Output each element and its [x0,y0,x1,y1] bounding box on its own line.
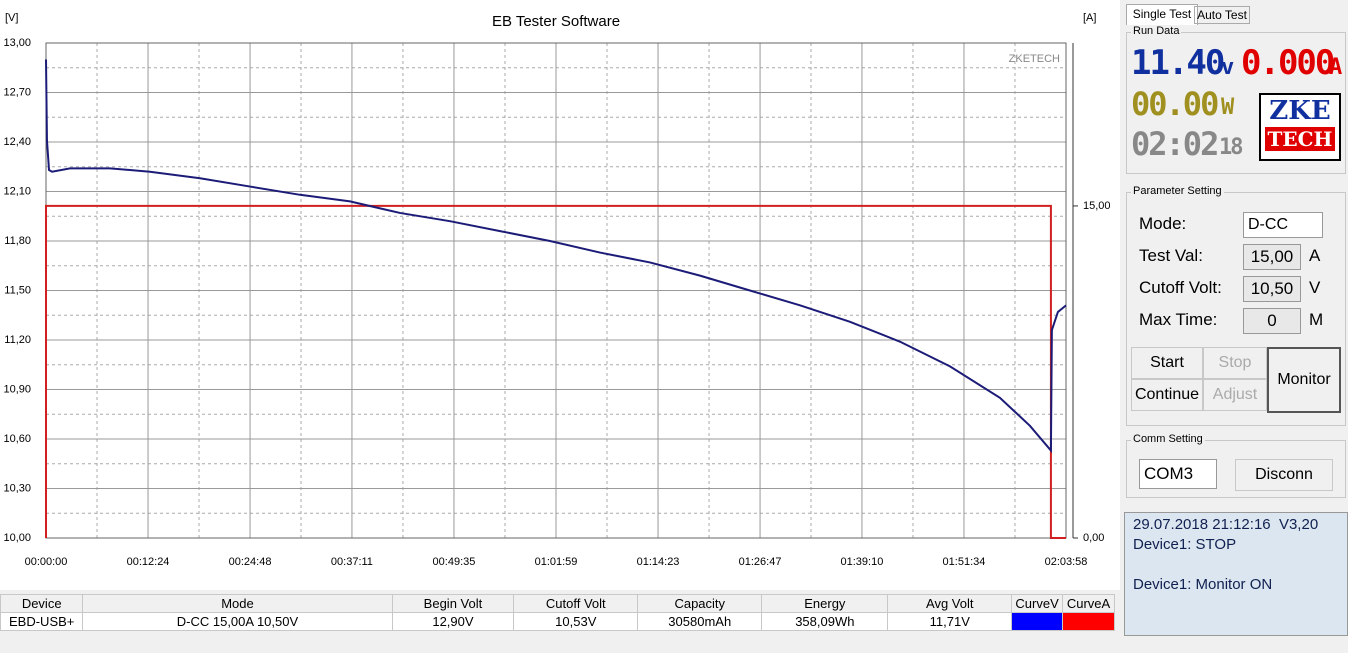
cell: 30580mAh [637,612,763,631]
y-tick-label: 12,70 [3,86,31,98]
annotation: ZKETECH [1009,53,1060,65]
unit: M [1309,310,1324,329]
y-tick-label: 12,10 [3,185,31,197]
x-tick-label: 01:14:23 [637,556,680,568]
cell: 11,71V [887,612,1013,631]
log-line [1133,556,1347,576]
curve-color [1062,612,1115,631]
power-display: 00.00 [1131,85,1219,123]
cell: 12,90V [391,612,515,631]
log-line: Device1: STOP [1133,536,1237,553]
cell: EBD-USB+ [0,612,84,631]
y-tick-label: 11,80 [4,235,31,247]
y-tick-label: 10,90 [3,383,31,395]
tab[interactable]: Single Test [1126,4,1198,25]
x-tick-label: 01:01:59 [535,556,578,568]
comm-group: Comm Setting COM3 Disconn [1126,433,1346,498]
label: Cutoff Volt: [1139,278,1222,297]
port-select[interactable]: COM3 [1139,459,1217,489]
series-line [45,204,1066,539]
column-header: Avg Volt [887,594,1013,613]
y-tick-label: 10,30 [3,482,31,494]
monitor-button[interactable]: Monitor [1267,347,1341,413]
table-header: Device Mode Begin Volt Cutoff Volt Capacity E… [0,594,1115,613]
cell: 358,09Wh [761,612,889,631]
logo: ZKE TECH [1259,93,1341,161]
cell: 10,53V [513,612,639,631]
run-data-group: Run Data 11.40 v 0.000 A 00.00 W 02:02 1… [1126,25,1346,174]
x-tick-label: 00:24:48 [229,556,272,568]
log: 29.07.2018 21:12:16 V3,20 Device1: STOP De… [1124,512,1348,636]
continue-button[interactable]: Continue [1131,379,1203,411]
column-header: Mode [82,594,393,613]
disconnect-button[interactable]: Disconn [1235,459,1333,491]
log-line: Device1: Monitor ON [1133,576,1273,593]
x-tick-label: 00:12:24 [127,556,170,568]
chart-bg [0,0,1120,590]
x-tick-label: 00:49:35 [433,556,476,568]
y-axis-label: [V] [5,12,18,24]
y2-axis-label: [A] [1083,12,1096,24]
unit: V [1309,278,1321,297]
group-title: Run Data [1131,25,1182,37]
y-tick-label: 11,50 [4,284,31,296]
column-header: Energy [761,594,889,613]
label: Max Time: [1139,310,1218,329]
y-tick-label: 13,00 [3,37,31,49]
x-tick-label: 02:03:58 [1045,556,1088,568]
column-header: CurveV [1011,594,1064,613]
y-tick-label: 10,60 [3,433,31,445]
chart: EB Tester Software [V] [A] ZKETECH 10,00… [0,0,1120,590]
curve-color [1011,612,1064,631]
y2-tick-label: 15,00 [1083,200,1111,212]
power-unit: W [1221,95,1234,120]
voltage-unit: v [1221,55,1234,80]
time-display: 02:02 [1131,125,1219,163]
cell: D-CC 15,00A 10,50V [82,612,393,631]
logo-bottom: TECH [1265,127,1335,151]
test-val-input[interactable]: 15,00 [1243,244,1301,270]
x-tick-label: 00:37:11 [331,556,373,568]
unit: A [1309,246,1321,265]
group-title: Comm Setting [1131,433,1205,445]
log-line: 29.07.2018 21:12:16 V3,20 [1133,516,1319,533]
table-row: EBD-USB+ D-CC 15,00A 10,50V 12,90V 10,53V 30… [0,612,1115,631]
time-seconds: 18 [1219,135,1243,160]
y-tick-label: 11,20 [4,334,31,346]
column-header: Begin Volt [391,594,515,613]
series-line [45,59,1067,454]
current-display: 0.000 [1241,43,1335,83]
column-header: Device [0,594,84,613]
voltage-display: 11.40 [1131,43,1225,83]
y-tick-label: 10,00 [3,532,31,544]
x-tick-label: 01:39:10 [841,556,884,568]
tab[interactable]: Auto Test [1194,6,1250,24]
adjust-button[interactable]: Adjust [1203,379,1267,411]
column-header: CurveA [1062,594,1115,613]
y-tick-label: 12,40 [3,136,31,148]
x-tick-label: 00:00:00 [25,556,68,568]
start-button[interactable]: Start [1131,347,1203,379]
cutoff-input[interactable]: 10,50 [1243,276,1301,302]
mode-select[interactable]: D-CC [1243,212,1323,238]
x-tick-label: 01:51:34 [943,556,986,568]
column-header: Cutoff Volt [513,594,639,613]
current-unit: A [1329,55,1342,80]
result-table: Device Mode Begin Volt Cutoff Volt Capacity E… [0,594,1115,631]
label: Mode: [1139,214,1187,233]
max-time-input[interactable]: 0 [1243,308,1301,334]
label: Test Val: [1139,246,1203,265]
x-tick-label: 01:26:47 [739,556,782,568]
parameter-group: Parameter Setting Mode: D-CC Test Val: 1… [1126,185,1346,426]
logo-top: ZKE [1269,96,1331,126]
y2-tick-label: 0,00 [1083,532,1104,544]
column-header: Capacity [637,594,763,613]
chart-title: EB Tester Software [492,13,620,30]
stop-button[interactable]: Stop [1203,347,1267,379]
group-title: Parameter Setting [1131,185,1224,197]
